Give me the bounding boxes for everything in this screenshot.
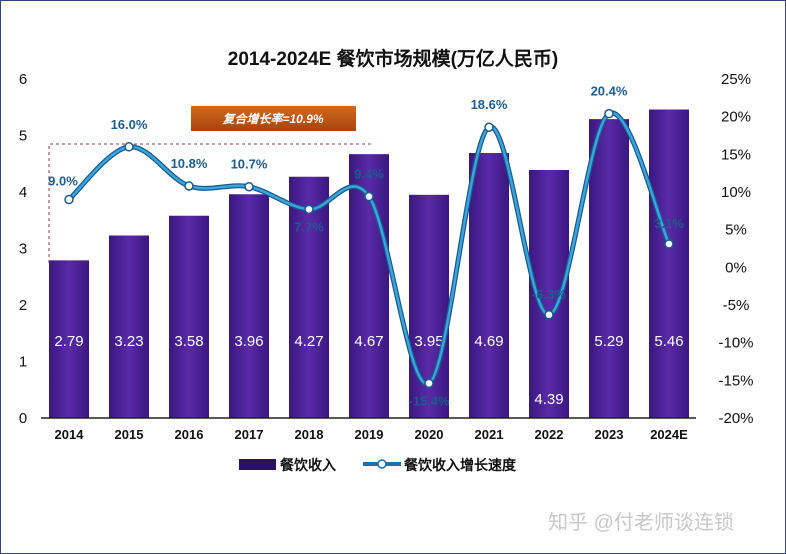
bar-2018 [289, 176, 329, 418]
growth-value-label: 9.0% [48, 174, 78, 189]
growth-value-label: 7.7% [294, 219, 324, 234]
x-tick-label: 2023 [595, 427, 624, 442]
growth-marker [304, 204, 314, 215]
right-tick-label: -10% [718, 335, 753, 352]
x-tick-label: 2017 [235, 427, 264, 442]
right-tick-label: -20% [718, 410, 753, 427]
bar-2016 [169, 215, 209, 418]
bar-2014 [49, 260, 89, 418]
growth-value-label: 20.4% [591, 84, 628, 99]
growth-marker [64, 194, 74, 205]
growth-marker [424, 378, 434, 389]
right-tick-label: 5% [725, 222, 747, 239]
growth-value-label: -15.4% [408, 393, 450, 408]
growth-value-label: -6.3% [532, 287, 566, 302]
left-tick-label: 4 [19, 184, 27, 201]
growth-value-label: 10.7% [231, 157, 268, 172]
left-tick-label: 1 [19, 354, 27, 371]
right-tick-label: -5% [723, 297, 750, 314]
legend-swatch-bar [239, 459, 276, 470]
bar-value-label: 3.96 [234, 333, 263, 350]
x-tick-label: 2019 [355, 427, 384, 442]
growth-marker [544, 310, 554, 320]
x-tick-label: 2015 [115, 427, 144, 442]
growth-marker [604, 108, 614, 119]
growth-value-label: 16.0% [111, 117, 148, 132]
bar-2021 [469, 153, 509, 418]
legend-label-bar: 餐饮收入 [279, 457, 336, 473]
legend: 餐饮收入 餐饮收入增长速度 [239, 457, 517, 473]
x-tick-label: 2020 [415, 427, 444, 442]
legend-label-line: 餐饮收入增长速度 [403, 457, 517, 473]
bar-value-label: 4.27 [294, 333, 323, 350]
growth-marker [484, 122, 494, 132]
growth-marker [364, 191, 374, 202]
bar-value-label: 5.46 [654, 333, 683, 350]
x-tick-label: 2021 [475, 427, 504, 442]
bar-2023 [589, 119, 629, 419]
bar-value-label: 2.79 [54, 333, 83, 350]
bar-value-label: 5.29 [594, 333, 623, 350]
growth-value-label: 10.8% [171, 156, 208, 171]
left-tick-label: 0 [19, 410, 27, 427]
right-tick-label: 0% [725, 259, 747, 276]
bar-value-label: 4.39 [534, 391, 563, 408]
growth-marker [184, 181, 194, 191]
growth-value-label: 18.6% [471, 97, 508, 112]
growth-marker [124, 142, 134, 152]
chart-title: 2014-2024E 餐饮市场规模(万亿人民币) [228, 47, 558, 70]
right-tick-label: -15% [718, 372, 753, 389]
right-tick-label: 25% [721, 71, 751, 88]
right-tick-label: 20% [721, 109, 751, 126]
bar-2017 [229, 194, 269, 418]
bar-value-label: 4.69 [474, 333, 503, 350]
growth-value-label: 3.1% [654, 216, 684, 231]
left-tick-label: 5 [19, 128, 27, 145]
left-tick-label: 6 [19, 71, 27, 88]
bar-2024E [649, 109, 689, 418]
growth-value-label: 9.4% [354, 167, 384, 182]
watermark: 知乎 @付老师谈连锁 [548, 511, 734, 534]
x-tick-label: 2016 [175, 427, 204, 442]
bar-value-label: 3.58 [174, 333, 203, 350]
right-tick-label: 15% [721, 146, 751, 163]
left-tick-label: 3 [19, 241, 27, 258]
bar-value-label: 3.23 [114, 333, 143, 350]
cagr-box [191, 106, 356, 131]
bar-value-label: 3.95 [414, 333, 443, 350]
legend-swatch-marker [377, 459, 387, 469]
cagr-annotation: 复合增长率=10.9% [48, 106, 371, 263]
x-tick-label: 2018 [295, 427, 324, 442]
bar-value-label: 4.67 [354, 333, 383, 350]
growth-marker [664, 239, 674, 249]
cagr-label: 复合增长率=10.9% [221, 112, 323, 126]
left-tick-label: 2 [19, 297, 27, 314]
growth-marker [244, 181, 254, 192]
right-tick-label: 10% [721, 184, 751, 201]
x-tick-label: 2022 [535, 427, 564, 442]
x-tick-label: 2014 [55, 427, 85, 442]
bar-2015 [109, 235, 149, 418]
x-tick-label: 2024E [650, 427, 688, 442]
